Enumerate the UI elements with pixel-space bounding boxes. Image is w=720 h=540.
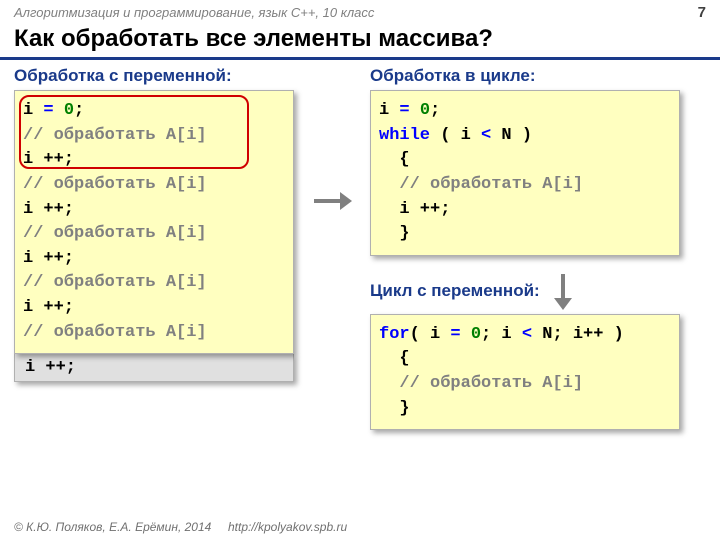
copyright: © К.Ю. Поляков, Е.А. Ерёмин, 2014: [14, 520, 211, 534]
header-bar: Алгоритмизация и программирование, язык …: [0, 0, 720, 23]
course-label: Алгоритмизация и программирование, язык …: [14, 5, 374, 20]
footer: © К.Ю. Поляков, Е.А. Ерёмин, 2014 http:/…: [14, 520, 347, 534]
arrow-down-icon: [550, 272, 576, 310]
footer-url: http://kpolyakov.spb.ru: [228, 520, 347, 534]
left-column: Обработка с переменной: i = 0; // обрабо…: [14, 66, 314, 382]
arrow-right-icon: [312, 188, 352, 219]
right-codebox-1: i = 0; while ( i < N ) { // обработать A…: [370, 90, 680, 256]
right-subtitle-1: Обработка в цикле:: [370, 66, 690, 86]
right-column: Обработка в цикле: i = 0; while ( i < N …: [370, 66, 690, 430]
left-extra: i ++;: [14, 354, 294, 382]
page-number: 7: [698, 4, 706, 21]
left-codebox: i = 0; // обработать A[i] i ++; // обраб…: [14, 90, 294, 354]
content: Обработка с переменной: i = 0; // обрабо…: [0, 60, 720, 72]
right-codebox-2: for( i = 0; i < N; i++ ) { // обработать…: [370, 314, 680, 431]
right-subtitle-2: Цикл с переменной:: [370, 281, 540, 301]
left-subtitle: Обработка с переменной:: [14, 66, 314, 86]
page-title: Как обработать все элементы массива?: [0, 23, 720, 60]
